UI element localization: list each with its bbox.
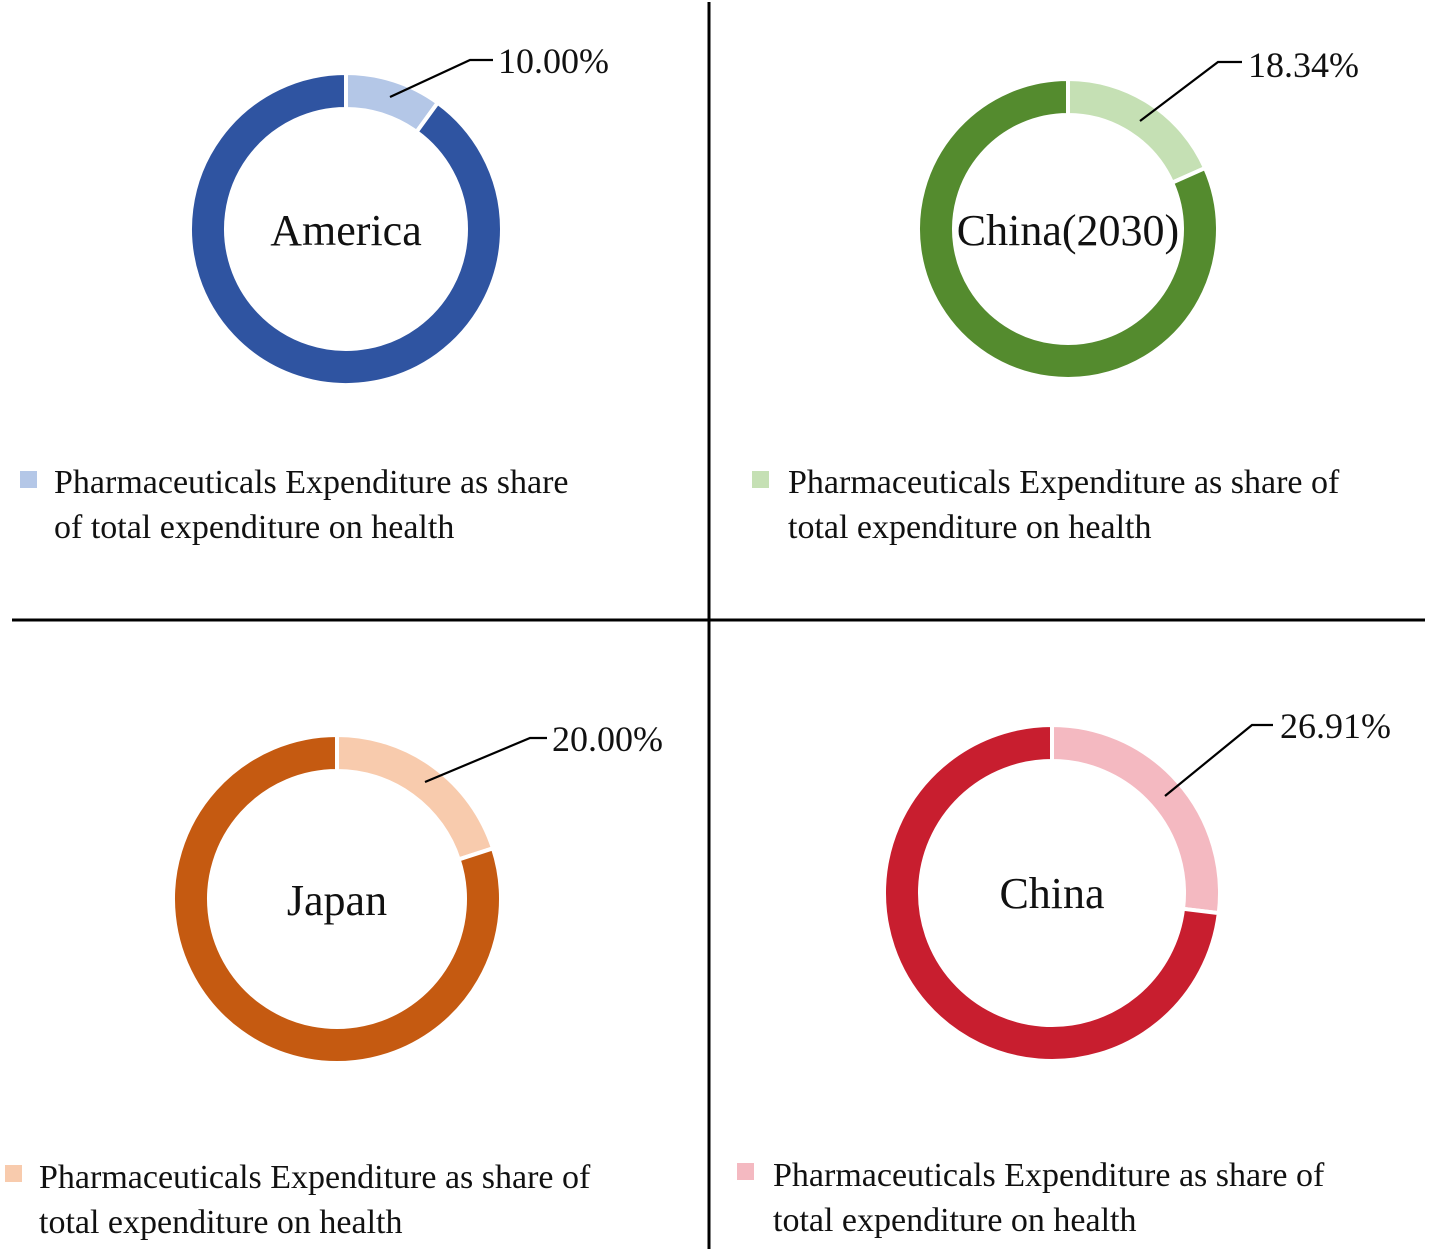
slice-remainder [188,70,504,387]
legend-text-line: Pharmaceuticals Expenditure as share of [773,1157,1325,1194]
donut-chart-china: China 26.91% Pharmaceuticals Expenditure a… [737,706,1391,1239]
slice-remainder [882,722,1222,1063]
legend-swatch [20,471,37,488]
data-label-value: 26.91% [1280,706,1391,746]
leader-line [1139,60,1242,122]
chart-center-label: Japan [287,876,387,925]
leader-line [1164,723,1273,797]
data-label-value: 18.34% [1248,45,1359,85]
legend-swatch [737,1163,754,1180]
chart-center-label: China(2030) [957,206,1179,255]
slice-pharma-share [1066,76,1208,186]
legend-text-line: of total expenditure on health [54,509,454,546]
leader-line [424,736,547,784]
legend-text-line: Pharmaceuticals Expenditure as share [54,464,569,501]
data-label-value: 20.00% [552,719,663,759]
slice-remainder [171,732,503,1065]
leader-line [389,58,493,98]
donut-chart-japan: Japan 20.00% Pharmaceuticals Expenditure a… [5,719,663,1241]
data-label-value: 10.00% [498,41,609,81]
donut-chart-america: America 10.00% Pharmaceuticals Expenditure… [20,41,609,546]
chart-center-label: America [270,206,421,255]
slice-remainder [916,76,1220,381]
legend-text-line: Pharmaceuticals Expenditure as share of [788,464,1340,501]
donut-chart-china-2030: China(2030) 18.34% Pharmaceuticals Expendi… [752,45,1359,546]
legend-swatch [752,471,769,488]
legend-swatch [5,1165,22,1182]
chart-center-label: China [999,869,1104,918]
legend-text-line: Pharmaceuticals Expenditure as share of [39,1159,591,1196]
legend-text-line: total expenditure on health [788,509,1152,546]
legend-text-line: total expenditure on health [39,1204,403,1241]
slice-pharma-share [335,732,496,862]
legend-text-line: total expenditure on health [773,1202,1137,1239]
